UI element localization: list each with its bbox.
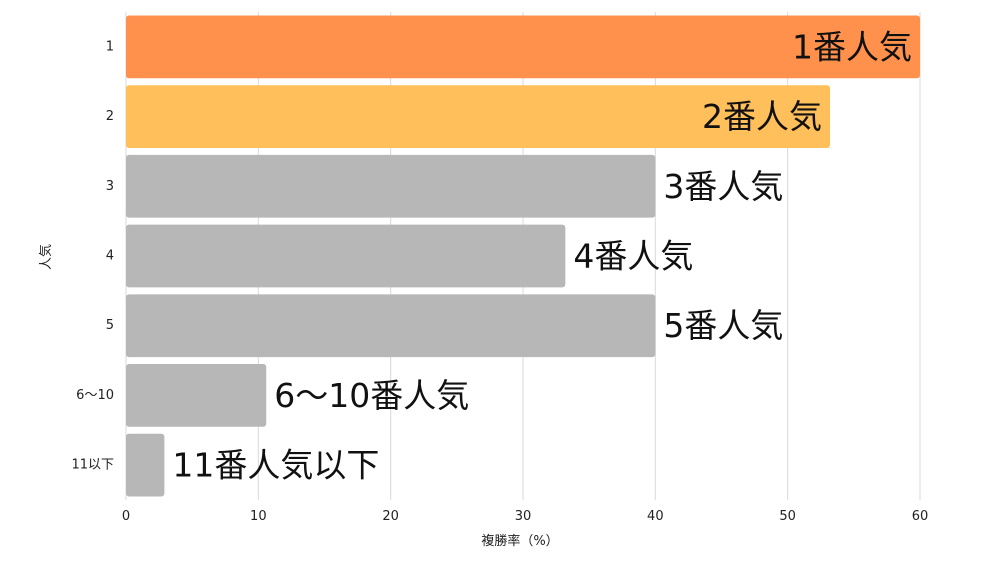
bar-data-label: 4番人気 <box>573 237 693 276</box>
bar-data-label: 2番人気 <box>702 97 822 136</box>
x-tick-label: 10 <box>250 509 267 524</box>
bar-data-label: 6〜10番人気 <box>274 376 469 415</box>
x-tick-label: 30 <box>515 509 532 524</box>
y-axis-title: 人気 <box>38 244 54 270</box>
bar-data-label: 5番人気 <box>663 306 783 345</box>
bar-data-label: 3番人気 <box>663 167 783 206</box>
y-tick-label: 2 <box>106 109 114 124</box>
bar-labels-group: 1番人気 2番人気 3番人気 4番人気 5番人気 6〜10番人気 11番人気以下 <box>172 27 912 484</box>
x-tick-label: 60 <box>912 509 929 524</box>
bar-data-label: 11番人気以下 <box>172 446 379 485</box>
y-tick-label: 3 <box>106 179 114 194</box>
bar-data-label: 1番人気 <box>792 27 912 66</box>
y-tick-label: 6〜10 <box>76 388 114 403</box>
x-tick-label: 20 <box>382 509 399 524</box>
y-tick-label: 5 <box>106 318 114 333</box>
x-tick-label: 0 <box>122 509 130 524</box>
bar <box>126 85 831 148</box>
y-axis-tick-labels: 1 2 3 4 5 6〜10 11以下 <box>71 39 114 472</box>
x-axis-title: 複勝率（%） <box>481 533 558 549</box>
bar <box>126 364 267 427</box>
x-tick-label: 50 <box>779 509 796 524</box>
bar <box>126 15 920 79</box>
bar <box>126 224 566 288</box>
bars-group <box>126 15 920 497</box>
bar <box>126 433 165 497</box>
y-tick-label: 4 <box>106 249 114 264</box>
x-axis-tick-labels: 0 10 20 30 40 50 60 <box>122 509 928 524</box>
y-tick-label: 11以下 <box>71 458 114 473</box>
bar <box>126 294 656 358</box>
bar <box>126 154 656 218</box>
x-tick-label: 40 <box>647 509 664 524</box>
y-tick-label: 1 <box>106 39 114 54</box>
